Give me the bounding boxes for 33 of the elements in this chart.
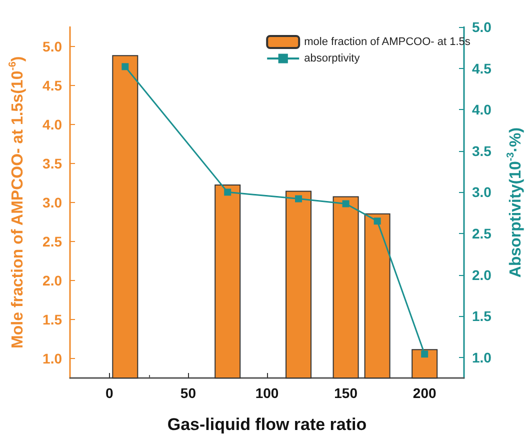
x-axis-title: Gas-liquid flow rate ratio [167,415,367,434]
y-tick-label: 4.0 [42,116,62,132]
point [122,63,129,70]
x-tick-label: 150 [334,385,358,401]
y2-tick-label: 1.5 [472,308,492,324]
y-tick-label: 2.5 [42,234,62,250]
y2-tick-label: 1.0 [472,349,492,366]
y2-tick-label: 2.0 [472,266,492,283]
y2-axis-title: Absorptivity(10-3·%) [506,127,524,278]
y2-tick-label: 2.5 [472,225,492,242]
point [342,200,350,208]
point [374,218,381,225]
point [295,195,302,202]
y2-tick-label: 3.0 [472,184,492,200]
y2-tick-label: 5.0 [472,19,492,35]
y-tick-label: 3.5 [42,156,62,172]
y2-tick-label: 4.0 [472,102,492,118]
y-tick-label: 1.0 [42,350,62,366]
y-tick-label: 3.0 [42,194,62,210]
x-tick-label: 100 [255,385,279,401]
y2-tick-label: 3.5 [472,142,492,159]
point [224,188,232,196]
y-axis-title: Mole fraction of AMPCOO- at 1.5s(10-6) [8,56,26,348]
y-tick-label: 5.0 [42,38,62,54]
x-tick-label: 50 [180,385,196,401]
legend-label: absorptivity [304,52,360,64]
x-tick-label: 200 [412,385,436,401]
x-tick-label: 0 [106,385,114,401]
y-tick-label: 1.5 [42,312,62,328]
y2-tick-label: 4.5 [472,60,492,76]
y-tick-label: 4.5 [42,78,62,94]
y-tick-label: 2.0 [42,272,62,288]
point [421,350,428,358]
